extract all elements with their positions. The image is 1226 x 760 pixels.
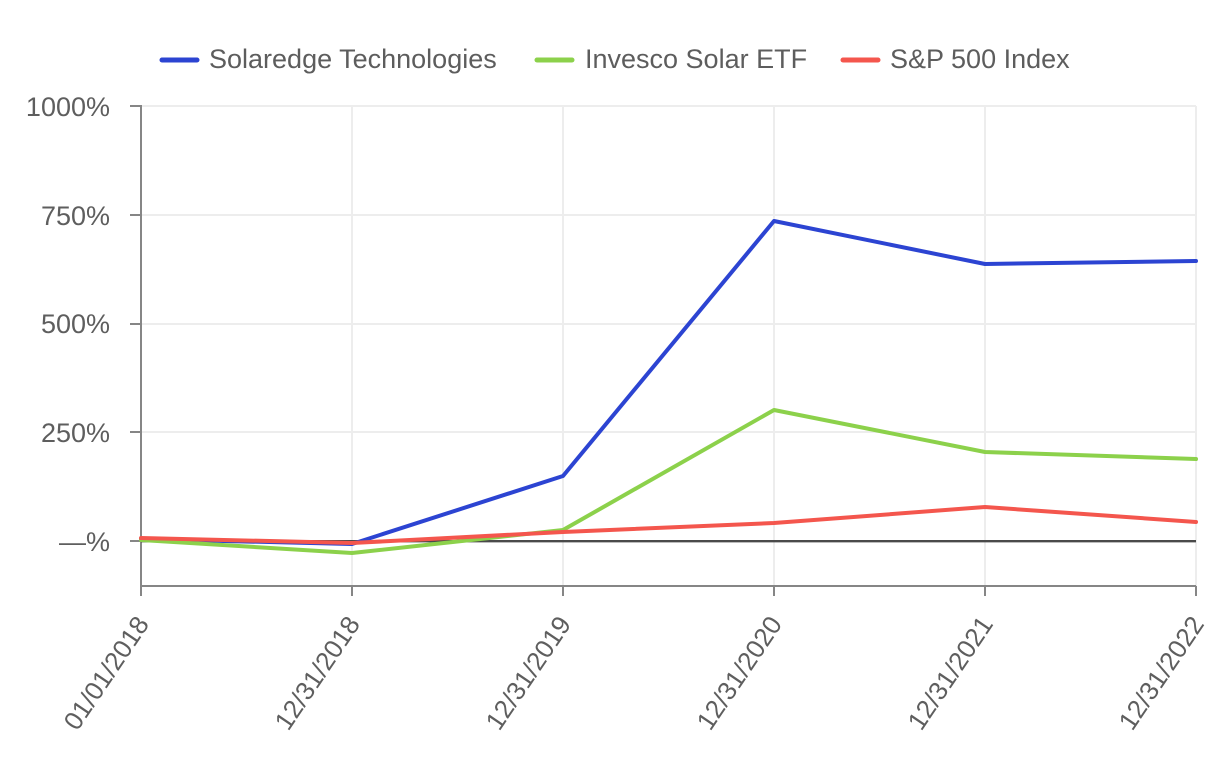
svg-text:12/31/2018: 12/31/2018	[268, 611, 366, 736]
svg-text:12/31/2022: 12/31/2022	[1112, 611, 1210, 736]
svg-text:Solaredge Technologies: Solaredge Technologies	[209, 44, 497, 74]
svg-text:Invesco Solar ETF: Invesco Solar ETF	[585, 44, 807, 74]
svg-text:12/31/2019: 12/31/2019	[479, 611, 577, 736]
svg-text:12/31/2021: 12/31/2021	[901, 611, 999, 736]
svg-text:12/31/2020: 12/31/2020	[690, 611, 788, 736]
svg-text:—%: —%	[59, 527, 110, 557]
svg-text:1000%: 1000%	[26, 92, 110, 122]
svg-text:750%: 750%	[41, 201, 110, 231]
svg-text:250%: 250%	[41, 418, 110, 448]
svg-text:500%: 500%	[41, 309, 110, 339]
svg-text:S&P 500 Index: S&P 500 Index	[890, 44, 1070, 74]
svg-text:01/01/2018: 01/01/2018	[57, 611, 155, 736]
